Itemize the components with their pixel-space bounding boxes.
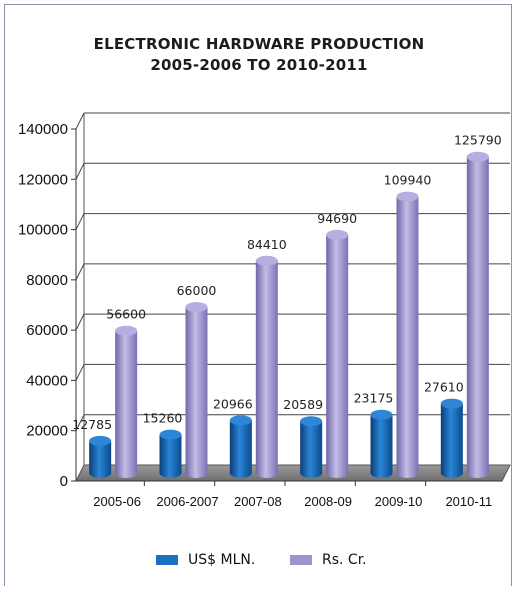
y-tick-label: 20000	[26, 423, 68, 440]
data-label: 56600	[106, 307, 146, 322]
bar-top	[185, 302, 208, 313]
y-tick-label: 0	[60, 473, 68, 490]
x-tick-label: 2008-09	[304, 494, 352, 509]
bar-body	[300, 421, 323, 478]
bar-body	[185, 307, 208, 478]
gridline-diagonal	[75, 414, 85, 431]
data-label: 84410	[247, 237, 287, 252]
x-tick-label: 2005-06	[93, 494, 141, 509]
bar-body	[229, 420, 252, 478]
bar-usd-2008-09	[300, 416, 323, 478]
x-tick-label: 2010-11	[445, 494, 492, 509]
bar-top	[89, 435, 112, 446]
bar-rs-2007-08	[255, 255, 278, 478]
data-label: 15260	[143, 411, 183, 426]
gridline-diagonal	[75, 213, 85, 230]
bar-top	[440, 398, 463, 409]
bar-usd-2007-08	[229, 415, 252, 478]
bar-body	[370, 414, 393, 478]
y-tick-label: 120000	[18, 171, 68, 188]
bar-top	[255, 255, 278, 266]
bar-top	[300, 416, 323, 427]
bar-rs-2006-2007	[185, 302, 208, 478]
gridline-diagonal	[75, 163, 85, 180]
data-label: 109940	[384, 173, 432, 188]
bar-rs-2009-10	[396, 191, 419, 479]
data-label: 20589	[283, 397, 323, 412]
bar-top	[159, 429, 182, 440]
legend-label-usd: US$ MLN.	[188, 552, 256, 568]
y-tick-label: 100000	[18, 222, 68, 239]
gridline-diagonal	[75, 313, 85, 331]
x-tick-label: 2006-2007	[156, 494, 218, 509]
x-tick-label: 2009-10	[375, 494, 423, 509]
bar-top	[466, 151, 489, 162]
chart-title-line-1: ELECTRONIC HARDWARE PRODUCTION	[93, 35, 425, 53]
bar-top	[115, 325, 138, 336]
legend-item-rs: Rs. Cr.	[290, 552, 367, 568]
bar-usd-2006-2007	[159, 429, 182, 478]
y-tick-label: 140000	[18, 121, 68, 138]
bar-body	[89, 440, 112, 478]
data-label: 27610	[424, 380, 464, 395]
y-tick-label: 60000	[26, 322, 68, 339]
bar-usd-2005-06	[89, 435, 112, 478]
bar-top	[396, 191, 419, 202]
bars-layer	[89, 151, 489, 479]
bar-body	[440, 403, 463, 478]
bar-body	[159, 434, 182, 478]
legend-item-usd: US$ MLN.	[156, 552, 255, 568]
x-tick-label: 2007-08	[234, 494, 282, 509]
bar-top	[370, 409, 393, 420]
y-axis: 0 20000 40000 60000 80000 100000 120000 140000	[18, 121, 427, 490]
grid-layer	[75, 112, 510, 465]
data-label: 66000	[177, 283, 217, 298]
bar-body	[396, 196, 419, 479]
bar-body	[255, 260, 278, 478]
y-tick-label: 40000	[26, 372, 68, 389]
gridline-diagonal	[75, 364, 85, 381]
chart-frame	[4, 4, 512, 586]
data-label: 125790	[454, 133, 502, 148]
gridline-diagonal	[75, 263, 85, 281]
bar-body	[466, 156, 489, 478]
bar-top	[229, 415, 252, 426]
bar-body	[326, 234, 349, 478]
bar-rs-2005-06	[115, 325, 138, 478]
chart-title-line-2: 2005-2006 TO 2010-2011	[150, 56, 368, 74]
legend-swatch-usd	[156, 555, 178, 565]
bar-usd-2010-11	[440, 398, 463, 478]
data-label: 20966	[213, 396, 253, 411]
y-tick-label: 80000	[26, 272, 68, 289]
legend-swatch-rs	[290, 555, 312, 565]
legend-label-rs: Rs. Cr.	[322, 552, 367, 568]
bar-rs-2008-09	[326, 229, 349, 478]
bar-top	[326, 229, 349, 240]
labels-layer: 2005-06 12785 56600 2006-2007 15260 66000 2007…	[72, 133, 501, 509]
data-label: 12785	[72, 417, 112, 432]
gridline-diagonal	[75, 112, 85, 130]
bar-usd-2009-10	[370, 409, 393, 478]
data-label: 23175	[354, 391, 394, 406]
bar-body	[115, 330, 138, 478]
bar-rs-2010-11	[466, 151, 489, 478]
data-label: 94690	[317, 211, 357, 226]
